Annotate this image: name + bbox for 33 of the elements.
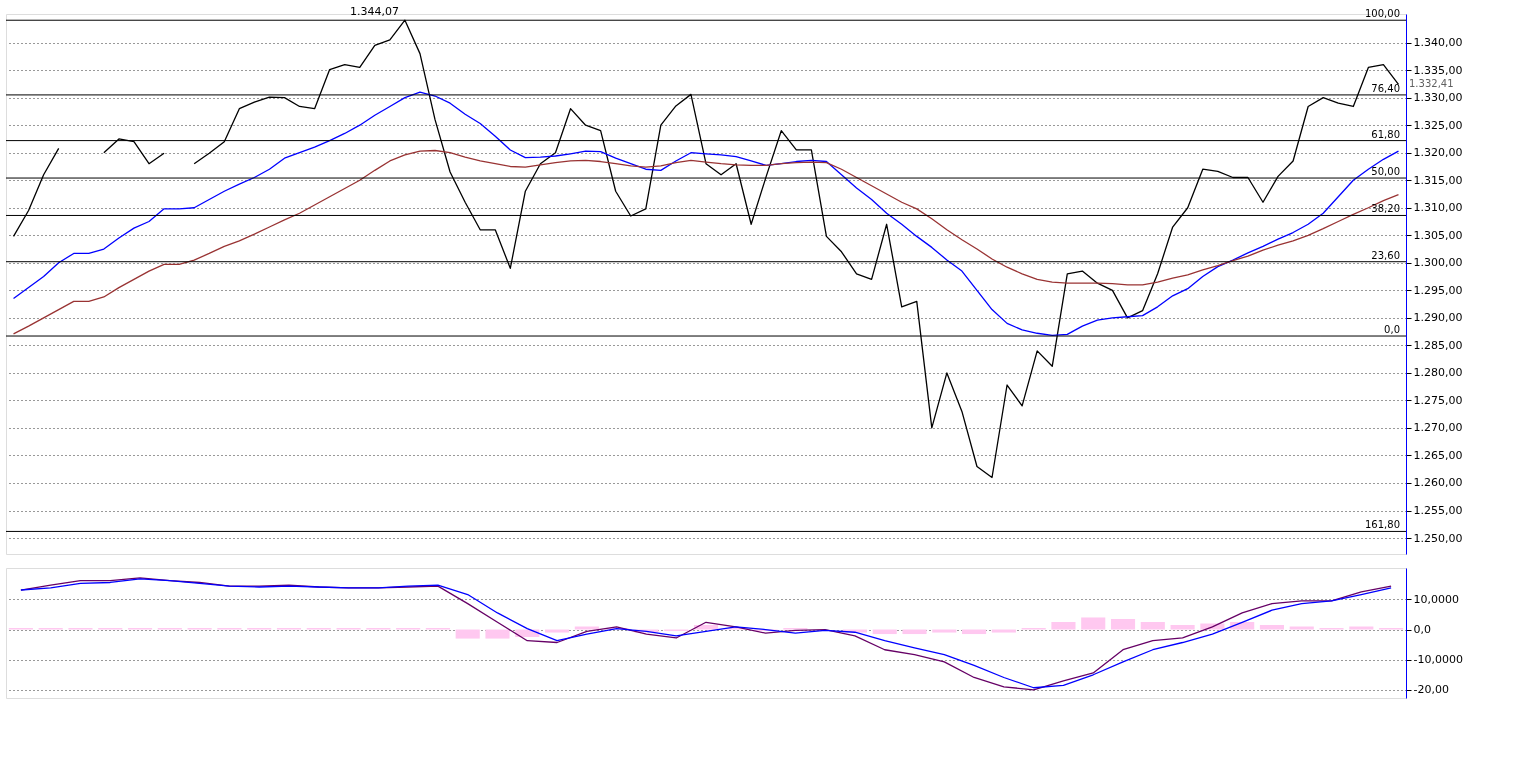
y-tick-label: 1.300,00: [1413, 256, 1463, 270]
y-tick-label: 0,0: [1413, 623, 1431, 637]
y-tick-label: 1.310,00: [1413, 201, 1463, 215]
y-tick-label: 1.305,00: [1413, 228, 1463, 242]
annotation: 23,60: [1371, 249, 1400, 261]
y-tick-label: 1.250,00: [1413, 531, 1463, 545]
y-tick-label: 1.340,00: [1413, 36, 1463, 50]
y-tick-label: 1.280,00: [1413, 366, 1463, 380]
y-tick-label: 1.335,00: [1413, 63, 1463, 77]
y-tick-label: -10,0000: [1413, 653, 1463, 667]
y-tick-label: 1.320,00: [1413, 146, 1463, 160]
y-tick-label: 1.265,00: [1413, 448, 1463, 462]
annotation: 50,00: [1371, 166, 1400, 178]
y-tick-label: 1.330,00: [1413, 91, 1463, 105]
y-tick-label: 1.295,00: [1413, 283, 1463, 297]
y-tick-label: 1.325,00: [1413, 118, 1463, 132]
annotation: 38,20: [1371, 203, 1400, 215]
annotation: 61,80: [1371, 128, 1400, 140]
y-tick-label: -20,00: [1413, 683, 1449, 697]
annotation: 161,80: [1365, 519, 1400, 531]
y-tick-label: 1.270,00: [1413, 421, 1463, 435]
annotation: 76,40: [1371, 82, 1400, 94]
y-tick-label: 10,0000: [1413, 592, 1459, 606]
y-tick-label: 1.255,00: [1413, 504, 1463, 518]
annotation: 0,0: [1384, 324, 1400, 336]
y-tick-label: 1.315,00: [1413, 173, 1463, 187]
y-tick-label: 1.275,00: [1413, 393, 1463, 407]
annotation: 1.344,07: [349, 5, 399, 19]
y-tick-label: 1.260,00: [1413, 476, 1463, 490]
annotation: 100,00: [1365, 8, 1400, 20]
y-tick-label: 1.285,00: [1413, 338, 1463, 352]
y-tick-label: 1.290,00: [1413, 311, 1463, 325]
text: 1.332,41: [1409, 78, 1454, 90]
